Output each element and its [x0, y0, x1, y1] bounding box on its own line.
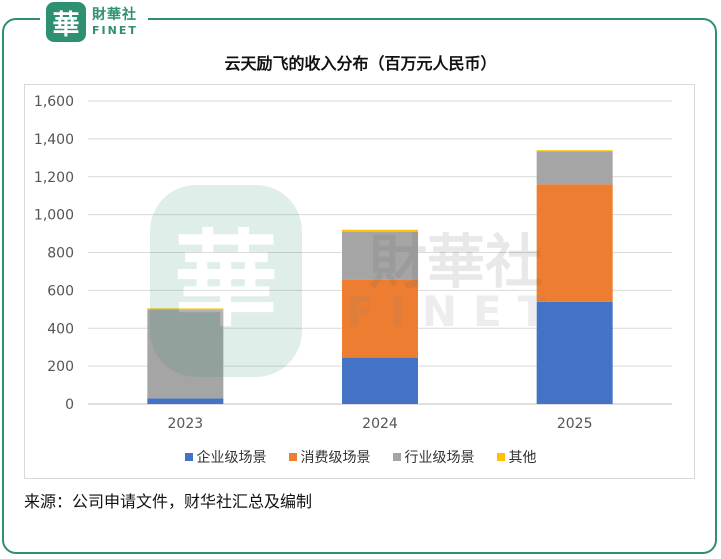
card-frame [2, 18, 717, 554]
y-tick-label: 1,200 [34, 170, 74, 186]
bar-segment [342, 229, 418, 232]
logo-name-en: FINET [92, 24, 138, 37]
legend: 企业级场景 消费级场景 行业级场景 其他 [0, 447, 721, 467]
legend-item: 其他 [496, 447, 537, 467]
legend-swatch [496, 453, 505, 461]
brand-logo: 華 財華社 FINET [40, 0, 148, 44]
bar-segment [536, 151, 613, 185]
svg-text:華: 華 [174, 219, 278, 341]
chart-title: 云天励飞的收入分布（百万元人民币） [224, 54, 497, 73]
legend-swatch [288, 453, 297, 461]
y-tick-label: 1,600 [34, 94, 74, 110]
bar-segment [147, 309, 224, 399]
legend-item: 消费级场景 [288, 447, 371, 467]
y-tick-label: 0 [65, 397, 74, 413]
legend-swatch [392, 453, 401, 461]
legend-label: 消费级场景 [300, 450, 371, 466]
bar-segment [342, 231, 418, 280]
x-tick-label: 2025 [557, 416, 593, 432]
logo-words: 財華社 FINET [92, 8, 138, 36]
y-tick-label: 800 [47, 246, 74, 262]
y-tick-label: 1,400 [34, 132, 74, 148]
svg-text:財華社: 財華社 [369, 228, 543, 296]
source-note: 来源：公司申请文件，财华社汇总及编制 [24, 492, 313, 511]
y-tick-label: 1,000 [34, 208, 74, 224]
logo-name-cn: 財華社 [92, 7, 137, 23]
bar-segment [342, 279, 418, 358]
legend-item: 企业级场景 [184, 447, 267, 467]
legend-item: 行业级场景 [392, 447, 475, 467]
bar-segment [536, 150, 613, 152]
bar-segment [536, 301, 613, 404]
svg-text:FINET: FINET [346, 287, 563, 336]
bar-segment [342, 357, 418, 404]
logo-mark: 華 [46, 2, 86, 42]
legend-swatch [184, 453, 193, 461]
bar-segment [536, 184, 613, 302]
y-tick-label: 400 [47, 321, 74, 337]
x-tick-label: 2024 [362, 416, 398, 432]
y-tick-label: 200 [47, 359, 74, 375]
y-tick-label: 600 [47, 283, 74, 299]
bar-segment [147, 398, 224, 404]
chart-area [24, 84, 695, 479]
bar-segment [147, 308, 224, 310]
legend-label: 企业级场景 [196, 450, 267, 466]
x-tick-label: 2023 [168, 416, 204, 432]
legend-label: 行业级场景 [404, 450, 475, 466]
legend-label: 其他 [508, 450, 537, 466]
